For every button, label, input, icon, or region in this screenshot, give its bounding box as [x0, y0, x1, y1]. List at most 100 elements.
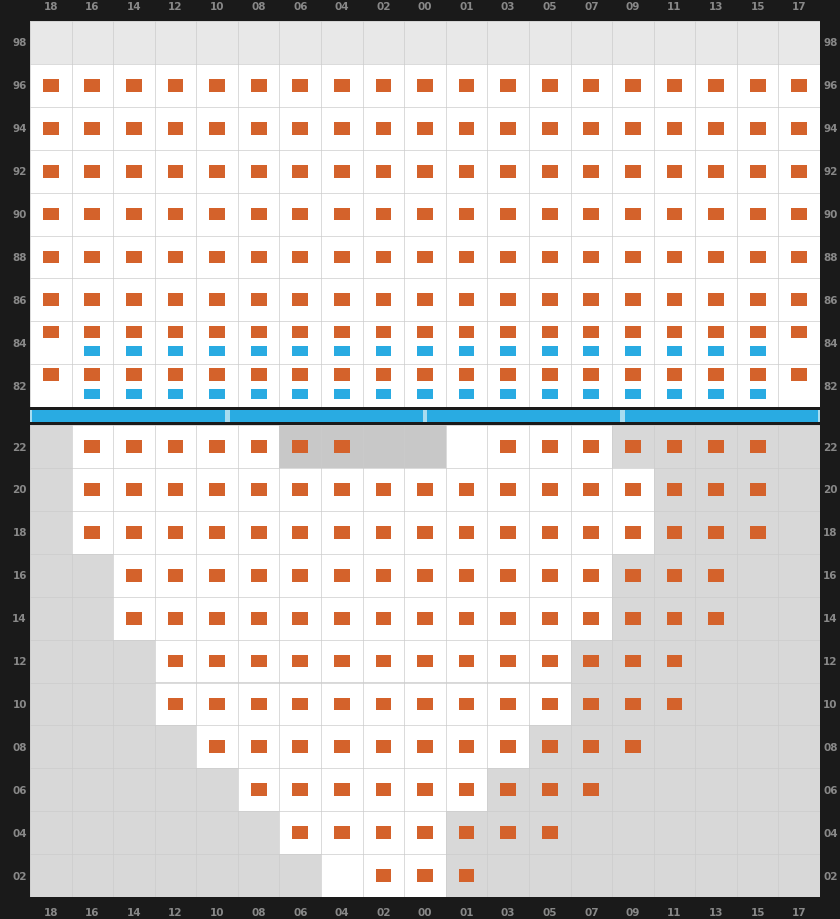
Bar [168, 326, 183, 339]
Bar [209, 741, 225, 754]
Bar [251, 440, 266, 453]
Bar [584, 569, 599, 582]
Text: 04: 04 [334, 907, 349, 917]
Bar [750, 251, 765, 264]
Bar [292, 209, 308, 221]
Text: 00: 00 [417, 907, 433, 917]
Bar [126, 390, 142, 399]
Bar [238, 768, 487, 811]
Bar [71, 425, 280, 469]
Text: 88: 88 [13, 253, 27, 263]
Bar [667, 440, 682, 453]
Text: 18: 18 [44, 2, 58, 12]
Bar [334, 165, 349, 178]
Bar [230, 411, 423, 423]
Bar [417, 784, 433, 797]
Text: 12: 12 [13, 656, 27, 666]
Text: 06: 06 [823, 785, 837, 795]
Text: 06: 06 [293, 2, 307, 12]
Bar [30, 22, 820, 65]
Text: 08: 08 [251, 2, 266, 12]
Bar [501, 612, 516, 625]
Bar [209, 527, 225, 539]
Bar [209, 655, 225, 668]
Text: 82: 82 [13, 381, 27, 391]
Bar [209, 612, 225, 625]
Bar [126, 483, 142, 496]
Bar [334, 369, 349, 382]
Bar [501, 527, 516, 539]
Bar [542, 655, 558, 668]
Bar [625, 655, 641, 668]
Bar [708, 122, 724, 135]
Bar [126, 209, 142, 221]
Bar [209, 326, 225, 339]
Bar [750, 527, 765, 539]
Bar [251, 369, 266, 382]
Text: 00: 00 [417, 2, 433, 12]
Bar [459, 784, 475, 797]
Bar [292, 784, 308, 797]
Bar [334, 346, 349, 357]
Text: 09: 09 [626, 907, 640, 917]
Bar [791, 165, 807, 178]
Bar [459, 569, 475, 582]
Bar [126, 326, 142, 339]
Bar [667, 527, 682, 539]
Bar [251, 698, 266, 710]
Bar [126, 346, 142, 357]
Bar [85, 369, 100, 382]
Bar [625, 698, 641, 710]
Bar [375, 294, 391, 307]
Bar [334, 251, 349, 264]
Text: 98: 98 [13, 39, 27, 49]
Bar [43, 165, 59, 178]
Bar [292, 294, 308, 307]
Bar [375, 569, 391, 582]
Bar [708, 80, 724, 93]
Bar [625, 612, 641, 625]
Text: 06: 06 [293, 907, 307, 917]
Bar [168, 346, 183, 357]
Text: 07: 07 [584, 2, 599, 12]
Text: 90: 90 [823, 210, 837, 220]
Bar [791, 80, 807, 93]
Bar [168, 122, 183, 135]
Bar [43, 122, 59, 135]
Bar [168, 569, 183, 582]
Bar [791, 294, 807, 307]
Bar [292, 251, 308, 264]
Bar [334, 440, 349, 453]
Bar [126, 527, 142, 539]
Text: 02: 02 [823, 870, 837, 880]
Bar [417, 346, 433, 357]
Text: 10: 10 [823, 699, 837, 709]
Bar [126, 294, 142, 307]
Bar [459, 209, 475, 221]
Bar [459, 655, 475, 668]
Bar [168, 251, 183, 264]
Bar [459, 294, 475, 307]
Text: 12: 12 [168, 907, 183, 917]
Bar [334, 122, 349, 135]
Bar [584, 527, 599, 539]
Bar [209, 209, 225, 221]
Bar [417, 826, 433, 839]
Text: 86: 86 [823, 296, 837, 305]
Text: 05: 05 [543, 907, 557, 917]
Bar [542, 698, 558, 710]
Bar [667, 612, 682, 625]
Bar [292, 165, 308, 178]
Bar [750, 80, 765, 93]
Bar [708, 390, 724, 399]
Bar [209, 294, 225, 307]
Bar [501, 326, 516, 339]
Bar [417, 294, 433, 307]
Bar [292, 698, 308, 710]
Bar [168, 527, 183, 539]
Bar [292, 612, 308, 625]
Bar [209, 165, 225, 178]
Bar [209, 390, 225, 399]
Text: 02: 02 [376, 907, 391, 917]
Bar [501, 122, 516, 135]
